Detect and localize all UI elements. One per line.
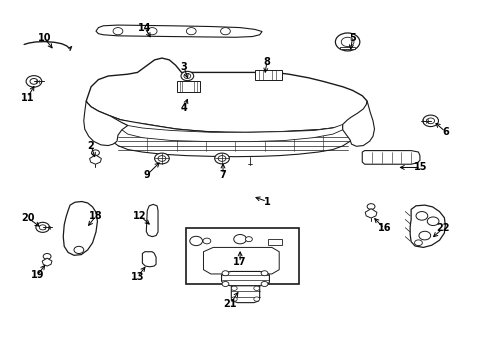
Text: 16: 16 <box>377 224 391 233</box>
Polygon shape <box>107 116 353 157</box>
Polygon shape <box>340 47 355 49</box>
Circle shape <box>415 240 422 246</box>
Text: 11: 11 <box>21 93 34 103</box>
Polygon shape <box>42 258 52 266</box>
Text: 17: 17 <box>233 257 247 267</box>
Polygon shape <box>269 239 282 245</box>
Circle shape <box>155 153 169 164</box>
Circle shape <box>220 28 230 35</box>
Circle shape <box>254 286 260 291</box>
Polygon shape <box>143 252 156 267</box>
Polygon shape <box>231 286 260 303</box>
Polygon shape <box>362 150 420 164</box>
Polygon shape <box>84 101 128 145</box>
Text: 6: 6 <box>442 127 449 136</box>
Circle shape <box>231 297 237 301</box>
Text: 5: 5 <box>349 33 356 43</box>
Circle shape <box>39 225 46 230</box>
Text: 21: 21 <box>223 299 237 309</box>
Circle shape <box>92 150 99 156</box>
Text: 9: 9 <box>144 170 150 180</box>
Circle shape <box>427 118 435 124</box>
Polygon shape <box>365 209 377 218</box>
Circle shape <box>218 156 226 161</box>
Circle shape <box>427 217 439 226</box>
Text: 1: 1 <box>264 197 270 207</box>
Text: 2: 2 <box>88 141 95 151</box>
Text: 10: 10 <box>38 33 51 43</box>
Bar <box>255 69 282 80</box>
Circle shape <box>245 237 252 242</box>
Circle shape <box>261 271 268 276</box>
Circle shape <box>158 156 166 161</box>
Circle shape <box>341 37 354 46</box>
Bar <box>176 81 200 92</box>
Text: 4: 4 <box>180 103 187 113</box>
Circle shape <box>231 286 237 291</box>
Circle shape <box>222 271 229 276</box>
Circle shape <box>335 33 360 51</box>
Circle shape <box>113 28 123 35</box>
Circle shape <box>74 246 84 253</box>
Circle shape <box>147 28 157 35</box>
Polygon shape <box>96 25 262 37</box>
Text: 18: 18 <box>89 211 103 221</box>
Text: 22: 22 <box>436 224 450 233</box>
Bar <box>186 228 299 284</box>
Polygon shape <box>122 123 343 141</box>
Text: 3: 3 <box>180 62 187 72</box>
Text: 13: 13 <box>131 272 144 282</box>
Circle shape <box>203 238 211 244</box>
Polygon shape <box>203 247 279 274</box>
Circle shape <box>43 253 51 259</box>
Circle shape <box>26 76 42 87</box>
Polygon shape <box>86 58 367 133</box>
Circle shape <box>30 78 38 84</box>
Circle shape <box>184 73 191 78</box>
Circle shape <box>215 153 229 164</box>
Circle shape <box>181 71 194 81</box>
Text: 15: 15 <box>414 162 428 172</box>
Circle shape <box>367 204 375 210</box>
Circle shape <box>254 297 260 301</box>
Circle shape <box>419 231 431 240</box>
Circle shape <box>222 282 229 287</box>
Circle shape <box>423 115 439 127</box>
Text: 14: 14 <box>138 23 151 33</box>
Text: 8: 8 <box>264 57 270 67</box>
Polygon shape <box>147 204 158 237</box>
Polygon shape <box>90 155 101 164</box>
Polygon shape <box>343 101 374 146</box>
Text: 7: 7 <box>220 170 226 180</box>
Circle shape <box>36 222 49 232</box>
Polygon shape <box>221 271 270 286</box>
Polygon shape <box>410 205 445 247</box>
Circle shape <box>190 236 202 246</box>
Circle shape <box>234 234 246 244</box>
Polygon shape <box>63 202 98 255</box>
Text: 12: 12 <box>133 211 147 221</box>
Circle shape <box>416 212 428 220</box>
Circle shape <box>186 28 196 35</box>
Text: 19: 19 <box>30 270 44 280</box>
Text: 20: 20 <box>21 213 34 222</box>
Circle shape <box>261 282 268 287</box>
